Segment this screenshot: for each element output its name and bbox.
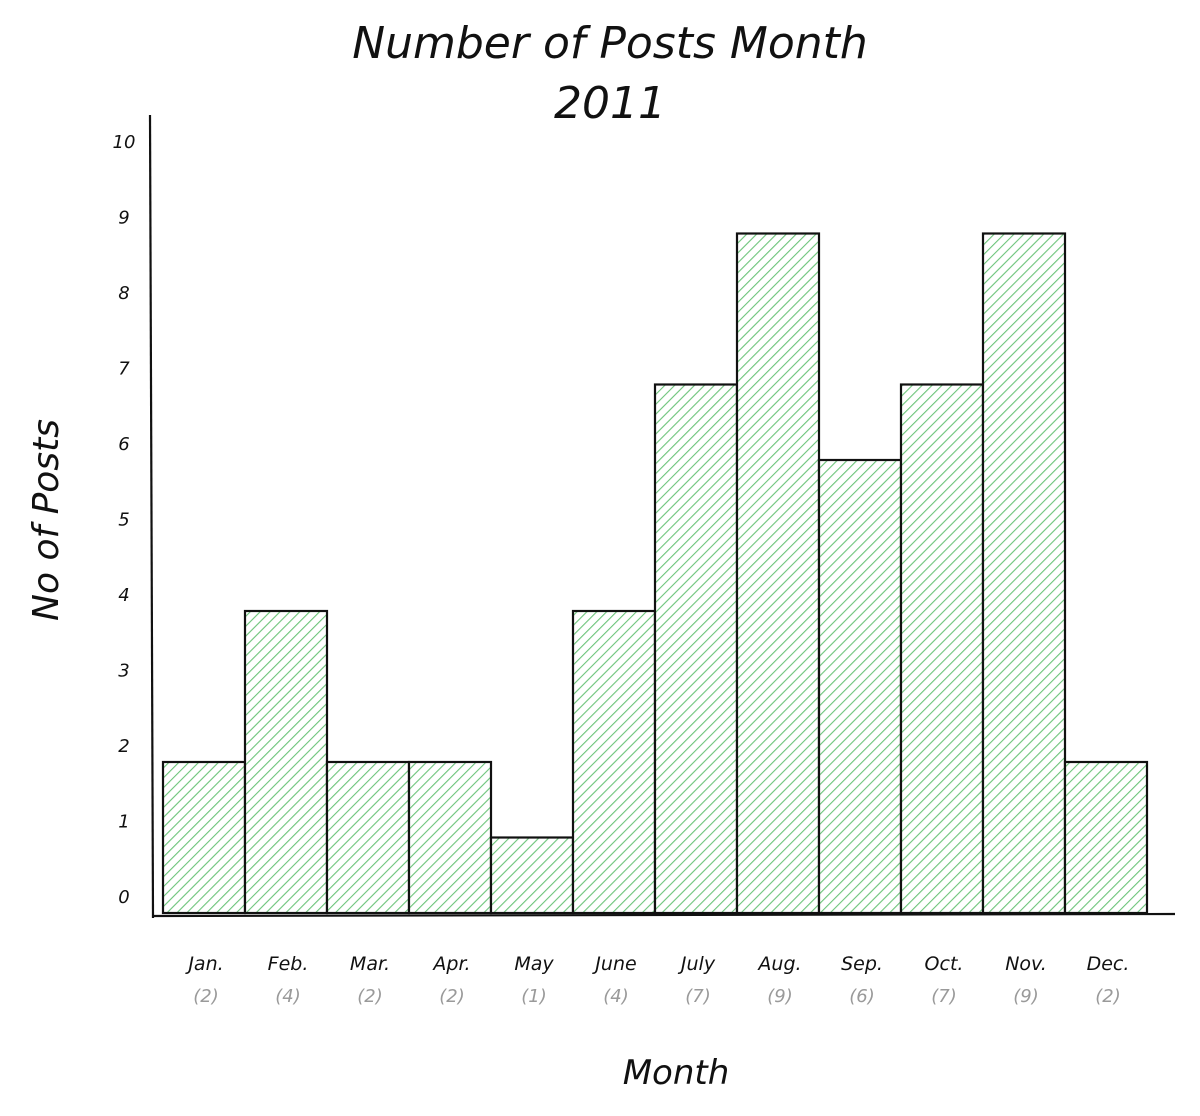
bar-jan (161, 760, 247, 915)
y-ticks-layer: 0 1 2 3 4 5 6 7 8 9 10 (113, 132, 136, 908)
chart-title-line-2: 2011 (554, 78, 666, 129)
bar-dec (1063, 760, 1149, 915)
bar-june (571, 609, 657, 915)
count-label: (2) (357, 986, 383, 1007)
bar-feb (243, 609, 329, 915)
bar-sep (817, 458, 903, 915)
y-axis-line (148, 114, 155, 919)
x-tick-label: June (591, 953, 636, 975)
x-tick-label: May (514, 953, 554, 975)
x-tick-label: Sep. (841, 953, 883, 975)
count-label: (6) (849, 986, 875, 1007)
y-tick-label: 1 (118, 812, 129, 833)
y-axis-label: No of Posts (26, 419, 67, 621)
bar-may (489, 836, 575, 915)
chart-title-line-1: Number of Posts Month (352, 18, 868, 69)
count-label: (7) (931, 986, 957, 1007)
bar-mar (325, 760, 411, 915)
y-tick-label: 2 (118, 736, 129, 757)
bar-apr (407, 760, 493, 915)
bar-nov (981, 232, 1067, 915)
x-tick-label: Apr. (431, 953, 470, 975)
y-tick-label: 6 (118, 434, 129, 455)
bars-layer (161, 232, 1149, 915)
bar-aug (735, 232, 821, 915)
x-tick-label: Dec. (1087, 953, 1130, 975)
y-tick-label: 3 (118, 661, 129, 682)
bar-oct (899, 383, 985, 915)
count-label: (4) (603, 986, 629, 1007)
count-label: (2) (193, 986, 219, 1007)
x-tick-label: Nov. (1005, 953, 1047, 975)
bar-july (653, 383, 739, 915)
count-label: (9) (767, 986, 793, 1007)
x-ticks-layer: Jan. (2) Feb. (4) Mar. (2) Apr. (2) May (1) June (4… (184, 953, 1129, 1007)
y-tick-label: 8 (118, 283, 129, 304)
x-tick-label: Oct. (925, 953, 964, 975)
count-label: (1) (521, 986, 547, 1007)
count-label: (7) (685, 986, 711, 1007)
y-tick-label: 9 (118, 208, 129, 229)
y-tick-label: 7 (118, 359, 130, 380)
x-tick-label: Feb. (268, 953, 309, 975)
x-axis-label: Month (623, 1053, 730, 1093)
y-tick-label: 5 (118, 510, 129, 531)
count-label: (4) (275, 986, 301, 1007)
x-tick-label: July (677, 953, 716, 975)
y-tick-label: 10 (113, 132, 136, 153)
count-label: (2) (439, 986, 465, 1007)
x-tick-label: Mar. (350, 953, 390, 975)
x-tick-label: Aug. (756, 953, 801, 975)
x-axis-line (151, 912, 1176, 918)
x-tick-label: Jan. (184, 953, 223, 975)
count-label: (9) (1013, 986, 1039, 1007)
count-label: (2) (1095, 986, 1121, 1007)
y-tick-label: 0 (118, 887, 129, 908)
y-tick-label: 4 (118, 585, 129, 606)
